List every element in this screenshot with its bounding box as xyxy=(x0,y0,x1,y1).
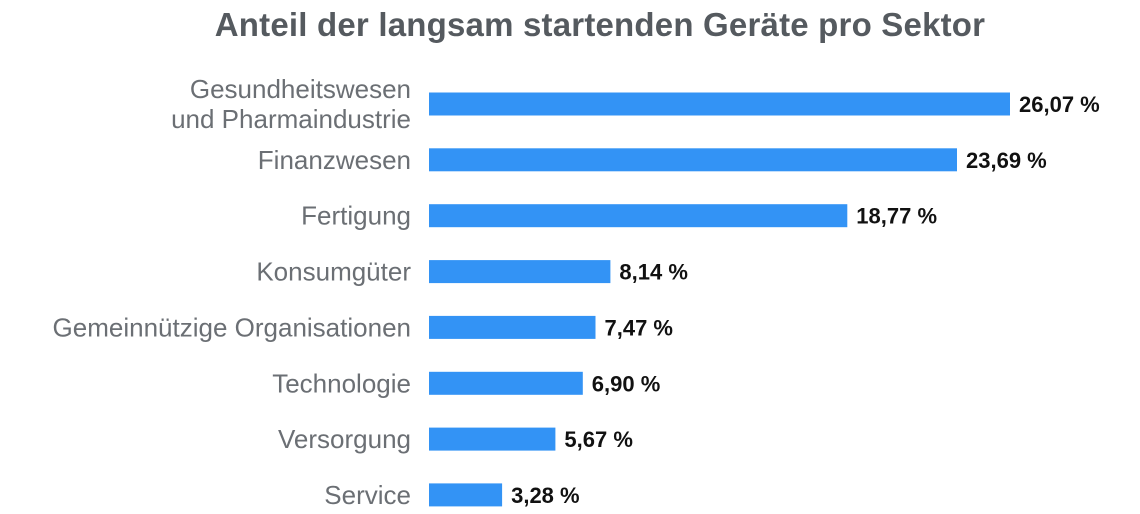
value-label-2: 18,77 % xyxy=(856,204,937,229)
value-label-6: 5,67 % xyxy=(564,427,633,452)
value-label-0: 26,07 % xyxy=(1019,92,1100,117)
category-label-5: Technologie xyxy=(272,368,411,398)
value-label-4: 7,47 % xyxy=(605,315,674,340)
value-label-7: 3,28 % xyxy=(511,483,579,508)
bar-2 xyxy=(429,204,848,228)
bar-5 xyxy=(429,371,583,395)
category-label-0: Gesundheitswesen und Pharmaindustrie xyxy=(171,74,411,134)
category-label-3: Konsumgüter xyxy=(256,257,411,287)
bar-4 xyxy=(429,315,596,339)
chart-title: Anteil der langsam startenden Geräte pro… xyxy=(214,6,986,43)
bar-3 xyxy=(429,260,611,284)
category-label-6: Versorgung xyxy=(278,424,411,454)
value-label-5: 6,90 % xyxy=(592,371,661,396)
value-label-1: 23,69 % xyxy=(966,148,1047,173)
category-label-7: Service xyxy=(324,480,411,510)
category-label-2: Fertigung xyxy=(301,201,411,231)
value-label-3: 8,14 % xyxy=(619,260,688,285)
bar-0 xyxy=(429,92,1010,116)
bar-7 xyxy=(429,483,503,507)
category-label-4: Gemeinnützige Organisationen xyxy=(53,312,411,342)
category-label-1: Finanzwesen xyxy=(258,145,411,175)
bar-1 xyxy=(429,148,957,172)
bar-6 xyxy=(429,427,556,451)
